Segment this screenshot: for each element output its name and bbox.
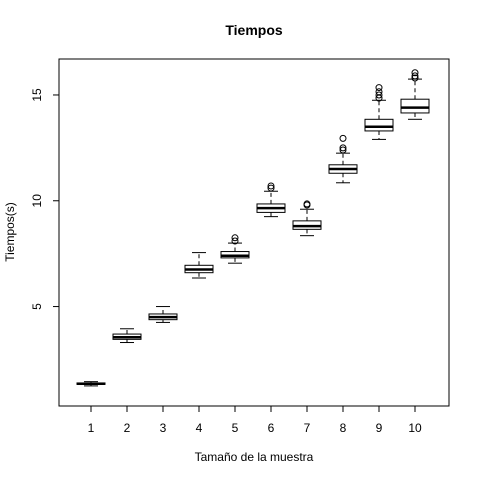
- x-tick-label: 5: [232, 421, 239, 435]
- box-8: [328, 134, 358, 184]
- x-tick-label: 1: [88, 421, 95, 435]
- outlier-point: [339, 144, 347, 152]
- outlier-point: [411, 74, 419, 82]
- y-axis: 5 10 15: [30, 88, 59, 310]
- x-axis-label: Tamaño de la muestra: [195, 450, 314, 464]
- box-7: [292, 200, 322, 237]
- box-10: [400, 69, 430, 120]
- outlier-point: [231, 234, 239, 242]
- outlier-point: [411, 69, 419, 77]
- plot-frame: [58, 58, 450, 407]
- outlier-point: [339, 146, 347, 154]
- outlier-point: [375, 84, 383, 92]
- outlier-point: [339, 134, 347, 142]
- outlier-point: [375, 91, 383, 99]
- y-tick-label: 5: [30, 303, 44, 310]
- box-9: [364, 84, 394, 140]
- y-axis-label: Tiempos(s): [3, 202, 17, 262]
- x-tick-label: 7: [304, 421, 311, 435]
- x-tick-label: 3: [160, 421, 167, 435]
- outlier-point: [231, 237, 239, 245]
- x-tick-label: 10: [408, 421, 422, 435]
- box-4: [184, 252, 214, 279]
- box-rect: [364, 118, 394, 132]
- box-1: [76, 381, 106, 387]
- x-tick-label: 4: [196, 421, 203, 435]
- outlier-point: [267, 182, 275, 190]
- x-axis: 1 2 3 4 5 6 7 8 9 10: [88, 406, 422, 435]
- boxes-group: [76, 69, 430, 387]
- box-rect: [400, 98, 430, 114]
- x-tick-label: 9: [376, 421, 383, 435]
- chart-title: Tiempos: [225, 22, 283, 38]
- x-tick-label: 2: [124, 421, 131, 435]
- outlier-point: [267, 184, 275, 192]
- box-3: [148, 306, 178, 323]
- outlier-point: [303, 200, 311, 208]
- y-tick-label: 15: [30, 88, 44, 102]
- box-5: [220, 234, 250, 264]
- x-tick-label: 8: [340, 421, 347, 435]
- y-tick-label: 10: [30, 194, 44, 208]
- outlier-point: [411, 72, 419, 80]
- box-2: [112, 328, 142, 344]
- x-tick-label: 6: [268, 421, 275, 435]
- outlier-point: [375, 88, 383, 96]
- box-6: [256, 182, 286, 218]
